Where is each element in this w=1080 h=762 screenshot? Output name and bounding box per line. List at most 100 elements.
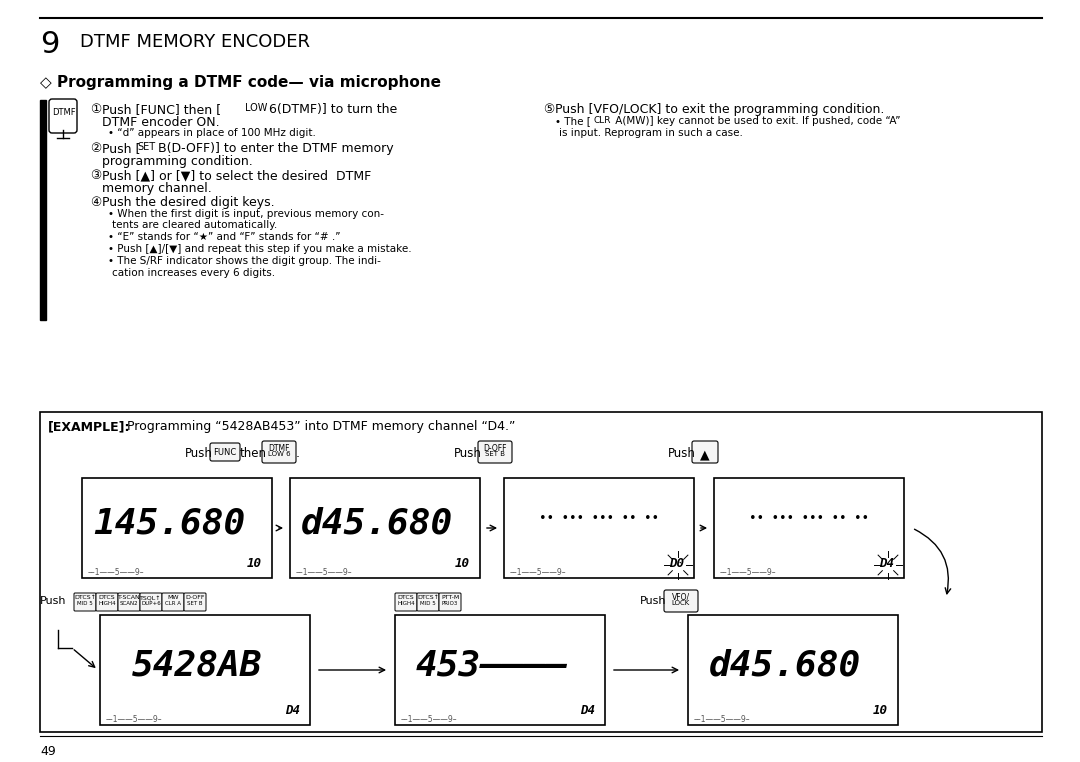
Text: DTCS: DTCS bbox=[98, 595, 116, 600]
Text: SET: SET bbox=[137, 142, 156, 152]
Bar bbox=[688, 615, 897, 725]
Text: MID 5: MID 5 bbox=[77, 601, 93, 606]
Text: D4: D4 bbox=[285, 704, 300, 717]
Text: • “d” appears in place of 100 MHz digit.: • “d” appears in place of 100 MHz digit. bbox=[108, 128, 315, 138]
Text: 49: 49 bbox=[40, 745, 56, 758]
Text: Push: Push bbox=[40, 596, 67, 606]
Text: d45.680: d45.680 bbox=[301, 506, 454, 540]
Text: MW: MW bbox=[167, 595, 179, 600]
FancyBboxPatch shape bbox=[49, 99, 77, 133]
Bar bbox=[504, 478, 694, 578]
FancyBboxPatch shape bbox=[395, 593, 417, 611]
Text: LOCK: LOCK bbox=[672, 600, 690, 606]
Text: D-OFF: D-OFF bbox=[483, 444, 507, 453]
Text: PRIO3: PRIO3 bbox=[442, 601, 458, 606]
Text: ––1——5——9–: ––1——5——9– bbox=[401, 715, 458, 724]
Text: ––1——5——9–: ––1——5——9– bbox=[87, 568, 145, 577]
Text: ––1——5——9–: ––1——5——9– bbox=[694, 715, 751, 724]
Text: ③: ③ bbox=[90, 169, 102, 182]
FancyBboxPatch shape bbox=[262, 441, 296, 463]
FancyBboxPatch shape bbox=[184, 593, 206, 611]
Text: ––1——5——9–: ––1——5——9– bbox=[106, 715, 163, 724]
Text: 453––––: 453–––– bbox=[416, 648, 568, 682]
Text: tents are cleared automatically.: tents are cleared automatically. bbox=[112, 220, 278, 230]
FancyBboxPatch shape bbox=[692, 441, 718, 463]
Text: SET B: SET B bbox=[485, 451, 505, 457]
Text: 9: 9 bbox=[40, 30, 59, 59]
Bar bbox=[82, 478, 272, 578]
Text: DTMF: DTMF bbox=[268, 444, 289, 453]
Text: Push: Push bbox=[669, 447, 696, 460]
FancyBboxPatch shape bbox=[664, 590, 698, 612]
Text: 10: 10 bbox=[247, 557, 262, 570]
Text: PTT-M: PTT-M bbox=[441, 595, 459, 600]
FancyBboxPatch shape bbox=[438, 593, 461, 611]
Text: 6(DTMF)] to turn the: 6(DTMF)] to turn the bbox=[265, 103, 397, 116]
Text: A(MW)] key cannot be used to exit. If pushed, code “A”: A(MW)] key cannot be used to exit. If pu… bbox=[612, 116, 901, 126]
Text: D-OFF: D-OFF bbox=[186, 595, 205, 600]
Text: ④: ④ bbox=[90, 196, 102, 209]
FancyBboxPatch shape bbox=[417, 593, 438, 611]
Text: HIGH4: HIGH4 bbox=[98, 601, 116, 606]
Text: ––1——5——9–: ––1——5——9– bbox=[720, 568, 777, 577]
Text: Programming “5428AB453” into DTMF memory channel “D4.”: Programming “5428AB453” into DTMF memory… bbox=[123, 420, 515, 433]
Text: Push: Push bbox=[185, 447, 213, 460]
Text: 145.680: 145.680 bbox=[93, 506, 245, 540]
Text: T-SCAN: T-SCAN bbox=[118, 595, 140, 600]
Text: ①: ① bbox=[90, 103, 102, 116]
Text: then: then bbox=[240, 447, 267, 460]
Text: ◇ Programming a DTMF code— via microphone: ◇ Programming a DTMF code— via microphon… bbox=[40, 75, 441, 90]
Text: MID 5: MID 5 bbox=[420, 601, 436, 606]
Text: CLR: CLR bbox=[594, 116, 611, 125]
Text: D4: D4 bbox=[879, 557, 894, 570]
FancyBboxPatch shape bbox=[118, 593, 140, 611]
Text: ––1——5——9–: ––1——5——9– bbox=[296, 568, 353, 577]
Text: DTMF: DTMF bbox=[52, 108, 76, 117]
Text: FUNC: FUNC bbox=[214, 448, 237, 457]
Text: LOW: LOW bbox=[245, 103, 268, 113]
Text: • The [: • The [ bbox=[555, 116, 591, 126]
Text: SCAN2: SCAN2 bbox=[120, 601, 138, 606]
Text: Push: Push bbox=[640, 596, 666, 606]
Text: TSQL↑: TSQL↑ bbox=[140, 595, 162, 600]
Text: SET B: SET B bbox=[187, 601, 203, 606]
Text: DUP+6: DUP+6 bbox=[141, 601, 161, 606]
Text: Push [: Push [ bbox=[102, 142, 140, 155]
Text: programming condition.: programming condition. bbox=[102, 155, 253, 168]
Text: ②: ② bbox=[90, 142, 102, 155]
Text: •• ••• ••• •• ••: •• ••• ••• •• •• bbox=[539, 511, 659, 524]
Text: Push the desired digit keys.: Push the desired digit keys. bbox=[102, 196, 274, 209]
Text: Push [VFO/LOCK] to exit the programming condition.: Push [VFO/LOCK] to exit the programming … bbox=[555, 103, 885, 116]
Text: • “E” stands for “★” and “F” stands for “# .”: • “E” stands for “★” and “F” stands for … bbox=[108, 232, 340, 242]
Text: Push [▲] or [▼] to select the desired  DTMF: Push [▲] or [▼] to select the desired DT… bbox=[102, 169, 372, 182]
Text: ⑤: ⑤ bbox=[543, 103, 554, 116]
Text: HIGH4: HIGH4 bbox=[397, 601, 415, 606]
Text: Push [FUNC] then [: Push [FUNC] then [ bbox=[102, 103, 221, 116]
Text: D0: D0 bbox=[669, 557, 684, 570]
Text: Push: Push bbox=[454, 447, 482, 460]
FancyBboxPatch shape bbox=[210, 443, 240, 461]
Text: 10: 10 bbox=[455, 557, 470, 570]
Text: memory channel.: memory channel. bbox=[102, 182, 212, 195]
Text: DTCS↑: DTCS↑ bbox=[75, 595, 96, 600]
Text: is input. Reprogram in such a case.: is input. Reprogram in such a case. bbox=[559, 128, 743, 138]
Bar bbox=[291, 478, 480, 578]
Bar bbox=[714, 478, 904, 578]
Text: LOW 6: LOW 6 bbox=[268, 451, 291, 457]
Bar bbox=[100, 615, 310, 725]
Text: ––1——5——9–: ––1——5——9– bbox=[510, 568, 567, 577]
Text: DTCS: DTCS bbox=[397, 595, 415, 600]
Text: D4: D4 bbox=[580, 704, 595, 717]
Text: .: . bbox=[296, 447, 300, 460]
Text: [EXAMPLE]:: [EXAMPLE]: bbox=[48, 420, 131, 433]
FancyBboxPatch shape bbox=[75, 593, 96, 611]
Text: •• ••• ••• •• ••: •• ••• ••• •• •• bbox=[750, 511, 869, 524]
Text: ▲: ▲ bbox=[700, 448, 710, 461]
Text: 10: 10 bbox=[873, 704, 888, 717]
Text: • The S/RF indicator shows the digit group. The indi-: • The S/RF indicator shows the digit gro… bbox=[108, 256, 381, 266]
Bar bbox=[40, 412, 1042, 732]
FancyBboxPatch shape bbox=[162, 593, 184, 611]
Text: B(D-OFF)] to enter the DTMF memory: B(D-OFF)] to enter the DTMF memory bbox=[154, 142, 393, 155]
Bar bbox=[395, 615, 605, 725]
Bar bbox=[40, 100, 46, 320]
